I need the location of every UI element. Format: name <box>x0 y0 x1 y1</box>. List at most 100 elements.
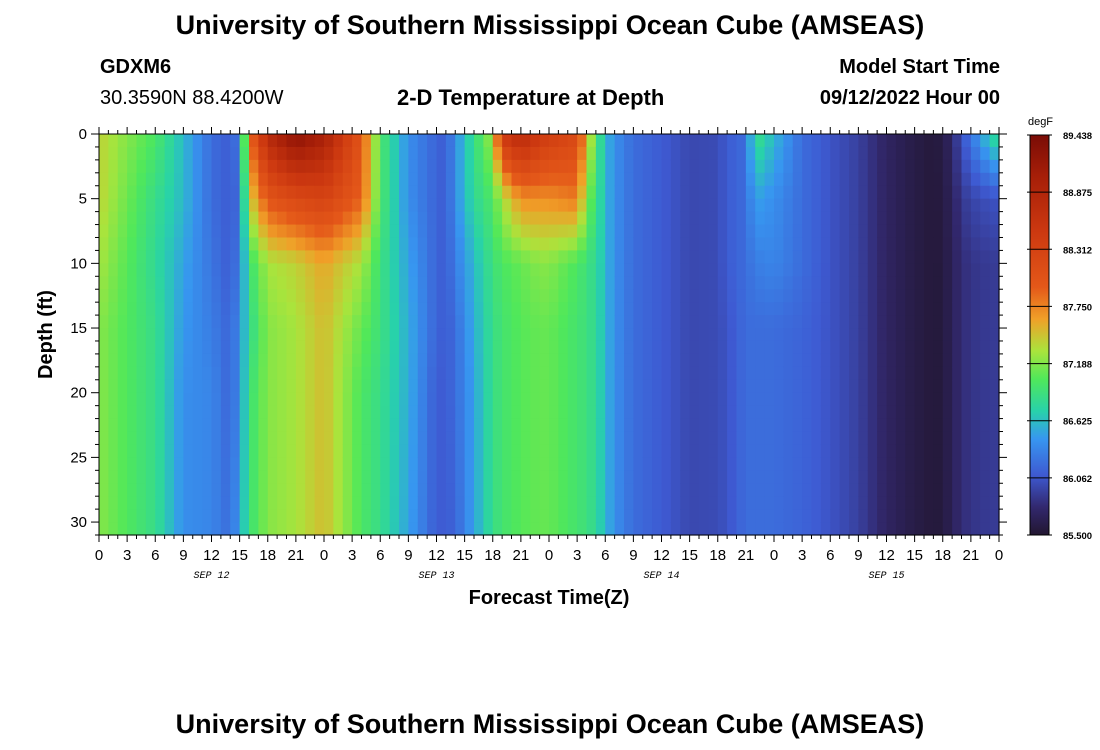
heatmap-cell <box>286 134 297 148</box>
heatmap-cell <box>839 146 850 161</box>
heatmap-cell <box>661 302 672 316</box>
heatmap-cell <box>905 276 916 290</box>
heatmap-cell <box>877 211 888 226</box>
heatmap-cell <box>970 522 981 536</box>
heatmap-cell <box>661 392 672 407</box>
heatmap-cell <box>258 496 269 510</box>
heatmap-cell <box>830 211 841 226</box>
heatmap-cell <box>99 263 109 277</box>
heatmap-cell <box>970 509 981 523</box>
heatmap-cell <box>230 509 241 523</box>
heatmap-cell <box>886 431 897 446</box>
heatmap-cell <box>877 237 888 252</box>
heatmap-cell <box>324 328 334 342</box>
heatmap-cell <box>839 237 850 252</box>
heatmap-cell <box>586 250 597 264</box>
heatmap-cell <box>980 146 991 161</box>
heatmap-cell <box>389 250 400 264</box>
heatmap-cell <box>895 198 906 213</box>
heatmap-cell <box>520 340 531 355</box>
heatmap-cell <box>136 198 147 213</box>
heatmap-cell <box>877 366 888 381</box>
heatmap-cell <box>727 224 738 239</box>
heatmap-cell <box>577 159 588 174</box>
heatmap-cell <box>324 250 334 264</box>
heatmap-cell <box>736 289 747 303</box>
heatmap-cell <box>961 328 972 342</box>
heatmap-cell <box>858 366 869 381</box>
heatmap-cell <box>586 185 597 200</box>
heatmap-cell <box>989 405 1000 420</box>
heatmap-cell <box>895 315 906 329</box>
heatmap-cell <box>314 379 325 394</box>
heatmap-cell <box>680 211 691 226</box>
heatmap-cell <box>464 457 475 471</box>
x-tick-label: 9 <box>179 547 187 564</box>
heatmap-cell <box>652 159 663 174</box>
heatmap-cell <box>295 134 306 148</box>
heatmap-cell <box>970 263 981 277</box>
heatmap-cell <box>249 470 259 484</box>
heatmap-cell <box>914 470 925 484</box>
heatmap-cell <box>670 250 681 264</box>
heatmap-cell <box>717 172 728 187</box>
heatmap-cell <box>858 496 869 510</box>
heatmap-cell <box>399 237 409 252</box>
heatmap-cell <box>970 405 981 420</box>
heatmap-cell <box>961 444 972 458</box>
heatmap-cell <box>295 237 306 252</box>
heatmap-cell <box>970 366 981 381</box>
heatmap-cell <box>605 522 616 536</box>
heatmap-cell <box>183 353 194 368</box>
heatmap-cell <box>417 366 428 381</box>
heatmap-cell <box>174 289 184 303</box>
heatmap-cell <box>455 379 466 394</box>
heatmap-cell <box>624 340 634 355</box>
heatmap-cell <box>408 392 419 407</box>
heatmap-cell <box>305 431 316 446</box>
heatmap-cell <box>333 431 344 446</box>
heatmap-cell <box>961 134 972 148</box>
heatmap-cell <box>502 146 513 161</box>
heatmap-cell <box>108 483 119 497</box>
heatmap-cell <box>614 224 625 239</box>
heatmap-cell <box>961 198 972 213</box>
heatmap-cell <box>736 198 747 213</box>
heatmap-cell <box>970 185 981 200</box>
heatmap-cell <box>183 379 194 394</box>
heatmap-cell <box>352 211 363 226</box>
heatmap-cell <box>755 353 766 368</box>
heatmap-cell <box>539 146 550 161</box>
heatmap-cell <box>717 302 728 316</box>
heatmap-cell <box>811 418 822 433</box>
heatmap-cell <box>155 483 166 497</box>
heatmap-cell <box>539 470 550 484</box>
heatmap-cell <box>295 418 306 433</box>
date-label: SEP 13 <box>418 571 454 582</box>
heatmap-cell <box>324 509 334 523</box>
x-tick-label: 3 <box>123 547 131 564</box>
heatmap-cell <box>436 366 447 381</box>
heatmap-cell <box>905 172 916 187</box>
heatmap-cell <box>830 134 841 148</box>
heatmap-cell <box>324 353 334 368</box>
heatmap-cell <box>277 198 288 213</box>
heatmap-cell <box>202 172 213 187</box>
heatmap-cell <box>595 431 606 446</box>
heatmap-cell <box>164 263 175 277</box>
heatmap-cell <box>877 483 888 497</box>
heatmap-cell <box>736 470 747 484</box>
heatmap-cell <box>886 198 897 213</box>
heatmap-cell <box>464 237 475 252</box>
heatmap-cell <box>924 457 934 471</box>
heatmap-cell <box>717 250 728 264</box>
heatmap-cell <box>445 224 456 239</box>
heatmap-cell <box>670 146 681 161</box>
heatmap-cell <box>455 366 466 381</box>
heatmap-cell <box>314 315 325 329</box>
heatmap-cell <box>445 457 456 471</box>
heatmap-cell <box>849 159 859 174</box>
heatmap-cell <box>258 224 269 239</box>
heatmap-cell <box>755 366 766 381</box>
colorbar-tick-label: 86.062 <box>1063 474 1092 485</box>
